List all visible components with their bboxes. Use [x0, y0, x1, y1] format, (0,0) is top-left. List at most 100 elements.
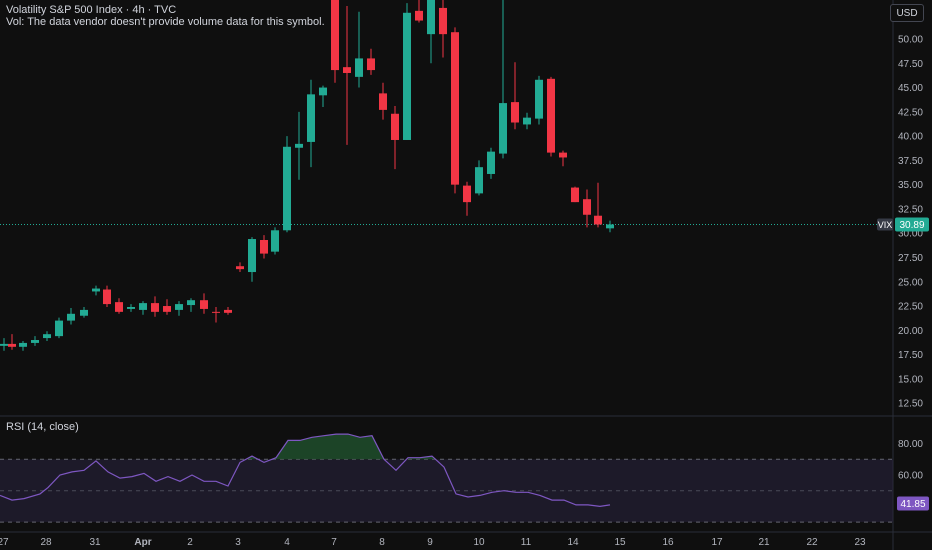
chart-title: Volatility S&P 500 Index · 4h · TVC — [6, 4, 177, 16]
rsi-value-badge — [897, 496, 929, 511]
candle-up — [248, 239, 256, 273]
time-tick-label: 15 — [614, 537, 626, 548]
time-tick-label: 23 — [854, 537, 866, 548]
price-tick-label: 15.00 — [898, 374, 923, 385]
price-tick-label: 50.00 — [898, 35, 923, 46]
candle-up — [295, 143, 303, 148]
rsi-legend: RSI (14, close) — [6, 421, 79, 433]
symbol-badge — [877, 218, 893, 231]
candle-down — [331, 0, 339, 71]
last-price-badge-label: 30.89 — [899, 220, 924, 231]
candle-up — [355, 58, 363, 77]
candle-down — [583, 199, 591, 215]
candle-up — [92, 288, 100, 292]
candle-down — [151, 303, 159, 312]
time-tick-label: 27 — [0, 537, 9, 548]
candle-up — [535, 79, 543, 119]
price-tick-label: 12.50 — [898, 399, 923, 410]
last-price-badge — [895, 217, 929, 232]
time-tick-label: 9 — [427, 537, 433, 548]
candle-up — [0, 343, 8, 346]
rsi-band-fill — [0, 459, 893, 523]
volume-note: Vol: The data vendor doesn't provide vol… — [6, 16, 325, 28]
price-tick-label: 20.00 — [898, 326, 923, 337]
time-tick-label: 10 — [473, 537, 485, 548]
price-tick-label: 47.50 — [898, 59, 923, 70]
candle-up — [475, 167, 483, 194]
time-tick-label: 7 — [331, 537, 337, 548]
candle-down — [8, 343, 16, 347]
candle-down — [415, 10, 423, 21]
time-tick-label: 28 — [40, 537, 52, 548]
price-tick-label: 42.50 — [898, 107, 923, 118]
candle-down — [391, 113, 399, 140]
price-tick-label: 37.50 — [898, 156, 923, 167]
candle-down — [103, 289, 111, 305]
candle-down — [439, 7, 447, 35]
candle-down — [224, 309, 232, 313]
time-tick-label: 21 — [758, 537, 770, 548]
candle-up — [80, 309, 88, 316]
price-tick-label: 35.00 — [898, 180, 923, 191]
candle-down — [200, 300, 208, 309]
symbol-badge-label: VIX — [878, 220, 893, 230]
candle-up — [139, 303, 147, 310]
price-tick-label: 45.00 — [898, 83, 923, 94]
currency-button[interactable]: USD — [890, 4, 924, 22]
candle-down — [163, 306, 171, 312]
candle-down — [260, 239, 268, 254]
candle-down — [212, 311, 220, 313]
candle-up — [283, 146, 291, 231]
time-tick-label: 17 — [711, 537, 723, 548]
candle-up — [427, 0, 435, 35]
candle-up — [487, 151, 495, 174]
candle-down — [367, 58, 375, 71]
time-tick-label: 31 — [89, 537, 101, 548]
candle-up — [606, 224, 614, 229]
candle-down — [559, 152, 567, 158]
rsi-tick-label: 80.00 — [898, 439, 923, 450]
time-tick-label: Apr — [134, 537, 151, 548]
candle-down — [343, 67, 351, 73]
price-tick-label: 40.00 — [898, 132, 923, 143]
candle-up — [19, 342, 27, 347]
price-tick-label: 32.50 — [898, 204, 923, 215]
price-tick-label: 30.00 — [898, 229, 923, 240]
candle-up — [67, 313, 75, 321]
candle-down — [115, 302, 123, 312]
candle-down — [451, 32, 459, 185]
price-tick-label: 22.50 — [898, 302, 923, 313]
candle-up — [31, 340, 39, 343]
candle-up — [43, 334, 51, 339]
candle-up — [187, 300, 195, 306]
candle-down — [571, 187, 579, 203]
candle-down — [547, 78, 555, 153]
time-tick-label: 8 — [379, 537, 385, 548]
time-tick-label: 14 — [567, 537, 579, 548]
candle-down — [379, 93, 387, 110]
candle-down — [236, 266, 244, 270]
time-tick-label: 3 — [235, 537, 241, 548]
candle-down — [594, 215, 602, 225]
price-tick-label: 27.50 — [898, 253, 923, 264]
candle-down — [511, 102, 519, 123]
time-tick-label: 11 — [521, 537, 532, 548]
candle-up — [127, 306, 135, 309]
candle-up — [271, 230, 279, 252]
candle-up — [523, 117, 531, 125]
price-tick-label: 17.50 — [898, 350, 923, 361]
rsi-tick-label: 60.00 — [898, 471, 923, 482]
rsi-value-badge-label: 41.85 — [900, 499, 925, 510]
candle-up — [55, 320, 63, 337]
time-tick-label: 22 — [806, 537, 818, 548]
time-tick-label: 4 — [284, 537, 290, 548]
candle-up — [319, 87, 327, 96]
price-tick-label: 25.00 — [898, 277, 923, 288]
candle-up — [175, 304, 183, 310]
rsi-line — [0, 433, 611, 508]
time-tick-label: 2 — [187, 537, 193, 548]
candle-up — [307, 94, 315, 142]
candle-down — [463, 185, 471, 203]
